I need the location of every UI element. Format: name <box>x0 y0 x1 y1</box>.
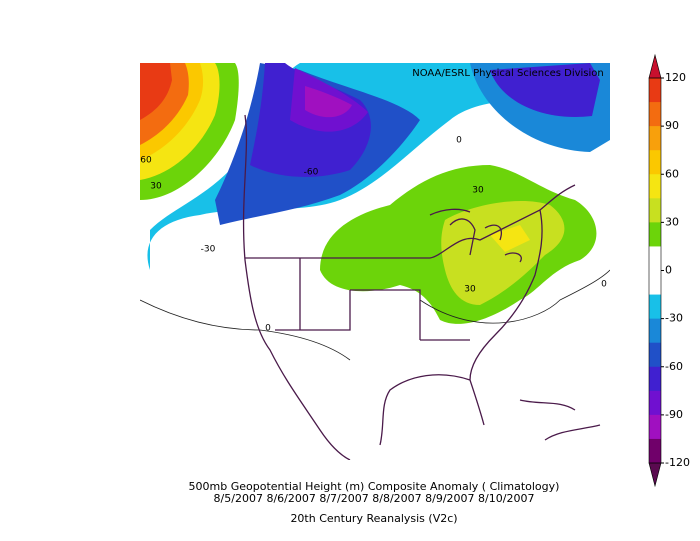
map <box>140 63 610 460</box>
contour-label: 30 <box>472 186 484 196</box>
caption-title: 500mb Geopotential Height (m) Composite … <box>189 480 560 493</box>
colorbar-label: 90 <box>665 119 679 132</box>
contour-label: -60 <box>304 168 319 178</box>
great-lakes <box>429 208 522 263</box>
colorbar-band <box>649 246 661 271</box>
colorbar-band <box>649 438 661 464</box>
map-outline <box>242 114 576 460</box>
caption-dates: 8/5/2007 8/6/2007 8/7/2007 8/8/2007 8/9/… <box>214 492 535 505</box>
contour-label: 60 <box>140 156 152 166</box>
contour-label: 0 <box>601 280 607 290</box>
colorbar-label: -60 <box>665 360 683 373</box>
colorbar-label: 60 <box>665 167 679 180</box>
credit: NOAA/ESRL Physical Sciences Division <box>412 68 604 79</box>
contour-label: 0 <box>456 136 462 146</box>
colorbar-band <box>649 342 661 368</box>
colorbar-label: 120 <box>665 71 686 84</box>
anomaly-region <box>490 63 600 117</box>
colorbar-label: -120 <box>665 456 690 469</box>
colorbar-band <box>649 366 661 392</box>
colorbar-band <box>649 414 661 440</box>
colorbar-band <box>649 174 661 199</box>
colorbar-band <box>649 318 661 344</box>
colorbar-band <box>649 222 661 247</box>
colorbar-label: -90 <box>665 408 683 421</box>
contour-label: -30 <box>201 245 216 255</box>
contour-label: 30 <box>464 285 476 295</box>
state-lines <box>275 258 470 341</box>
colorbar-label: 0 <box>665 264 672 277</box>
colorbar-label: 30 <box>665 215 679 228</box>
contour-label: 30 <box>150 182 162 192</box>
anomaly-region <box>305 86 352 118</box>
colorbar-band <box>649 102 661 127</box>
anomaly-region <box>140 63 172 120</box>
contour-label: 0 <box>265 324 271 334</box>
colorbar-band <box>649 78 661 103</box>
colorbar-under <box>648 462 662 488</box>
colorbar-band <box>649 198 661 223</box>
colorbar-over <box>648 53 662 79</box>
caption-source: 20th Century Reanalysis (V2c) <box>290 512 457 525</box>
colorbar-label: -30 <box>665 312 683 325</box>
colorbar-band <box>649 390 661 416</box>
colorbar-band <box>649 294 661 320</box>
islands <box>519 399 601 441</box>
colorbar-band <box>649 150 661 175</box>
colorbar-band <box>649 126 661 151</box>
colorbar-band <box>649 270 661 296</box>
anomaly-region <box>441 200 565 305</box>
anomaly-region <box>490 225 530 252</box>
